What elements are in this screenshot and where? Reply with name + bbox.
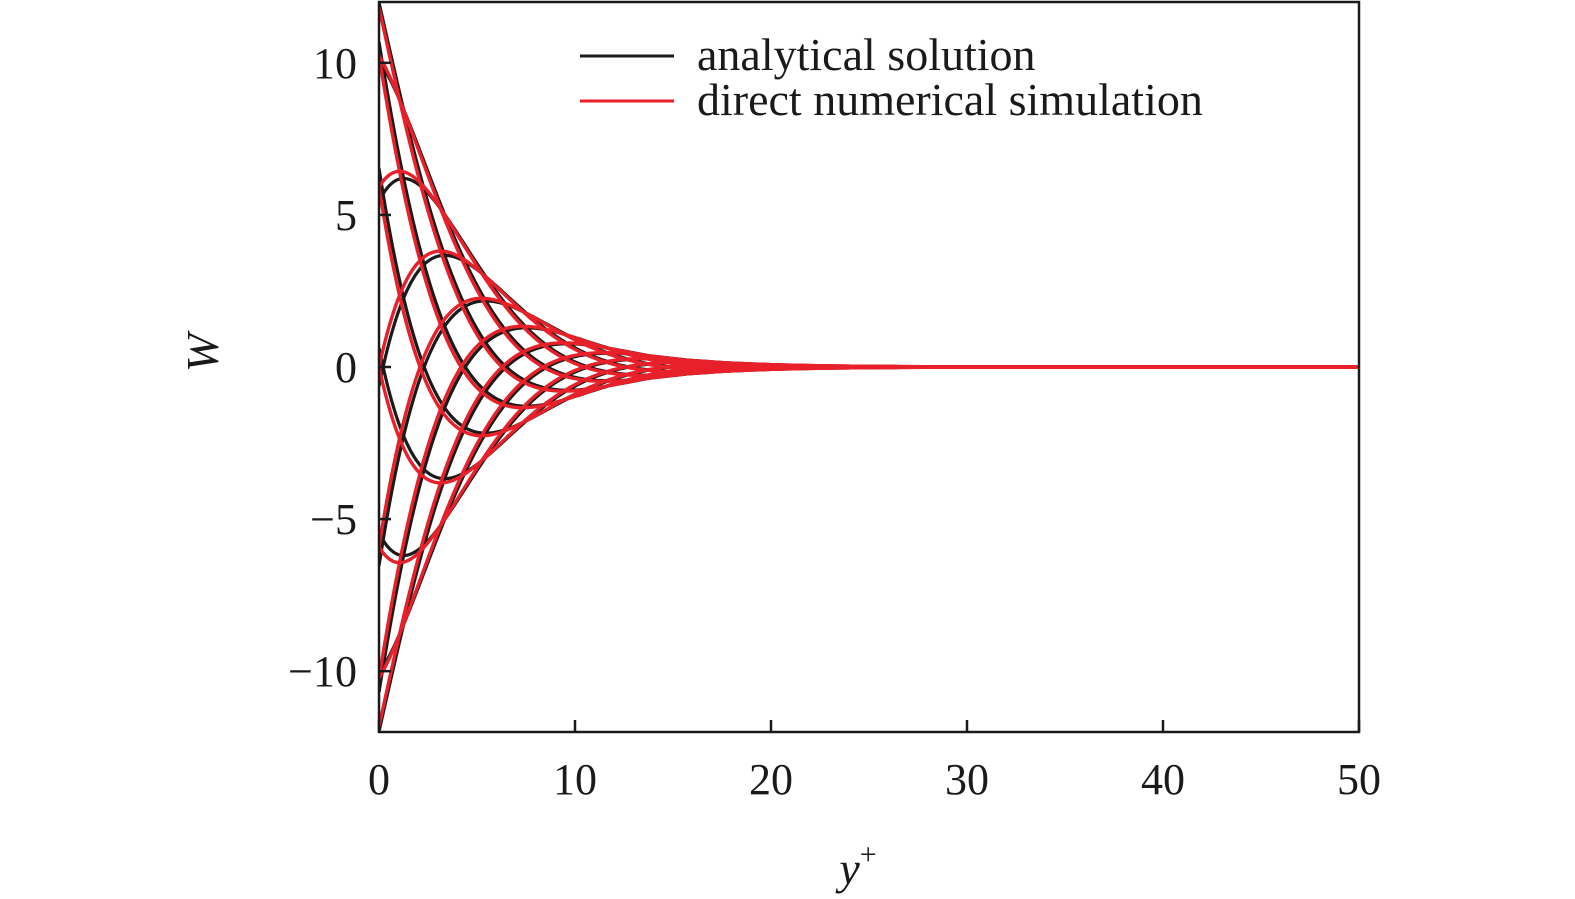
legend-label-analytical: analytical solution: [697, 29, 1036, 80]
x-tick-label: 0: [368, 755, 390, 804]
dns-curve: [379, 341, 1359, 727]
x-axis-label-main: y: [835, 843, 860, 894]
x-tick-label: 30: [945, 755, 989, 804]
analytical-curve: [379, 351, 1359, 675]
dns-series: [379, 7, 1359, 727]
x-tick-label: 40: [1141, 755, 1185, 804]
x-tick-label: 50: [1337, 755, 1381, 804]
analytical-curve: [379, 357, 1359, 558]
y-axis: −10 −5 0 5 10: [288, 39, 391, 696]
dns-curve: [379, 55, 1359, 410]
dns-curve: [379, 351, 1359, 680]
x-axis-label: y+: [835, 838, 876, 894]
y-tick-label: 10: [313, 39, 357, 88]
x-axis: 0 10 20 30 40 50: [368, 720, 1381, 804]
x-tick-label: 10: [553, 755, 597, 804]
x-tick-label: 20: [749, 755, 793, 804]
y-tick-label: 5: [335, 191, 357, 240]
analytical-curve: [379, 299, 1359, 567]
y-tick-label: −5: [310, 495, 357, 544]
analytical-curve: [379, 176, 1359, 377]
legend-label-dns: direct numerical simulation: [697, 74, 1203, 125]
legend: analytical solution direct numerical sim…: [580, 29, 1203, 125]
y-axis-label: W: [177, 330, 228, 372]
analytical-curve: [379, 167, 1359, 435]
dns-curve: [379, 356, 1359, 565]
y-tick-label: 0: [335, 343, 357, 392]
dns-curve: [379, 169, 1359, 378]
x-axis-label-sup: +: [860, 838, 877, 871]
y-tick-label: −10: [288, 647, 357, 696]
